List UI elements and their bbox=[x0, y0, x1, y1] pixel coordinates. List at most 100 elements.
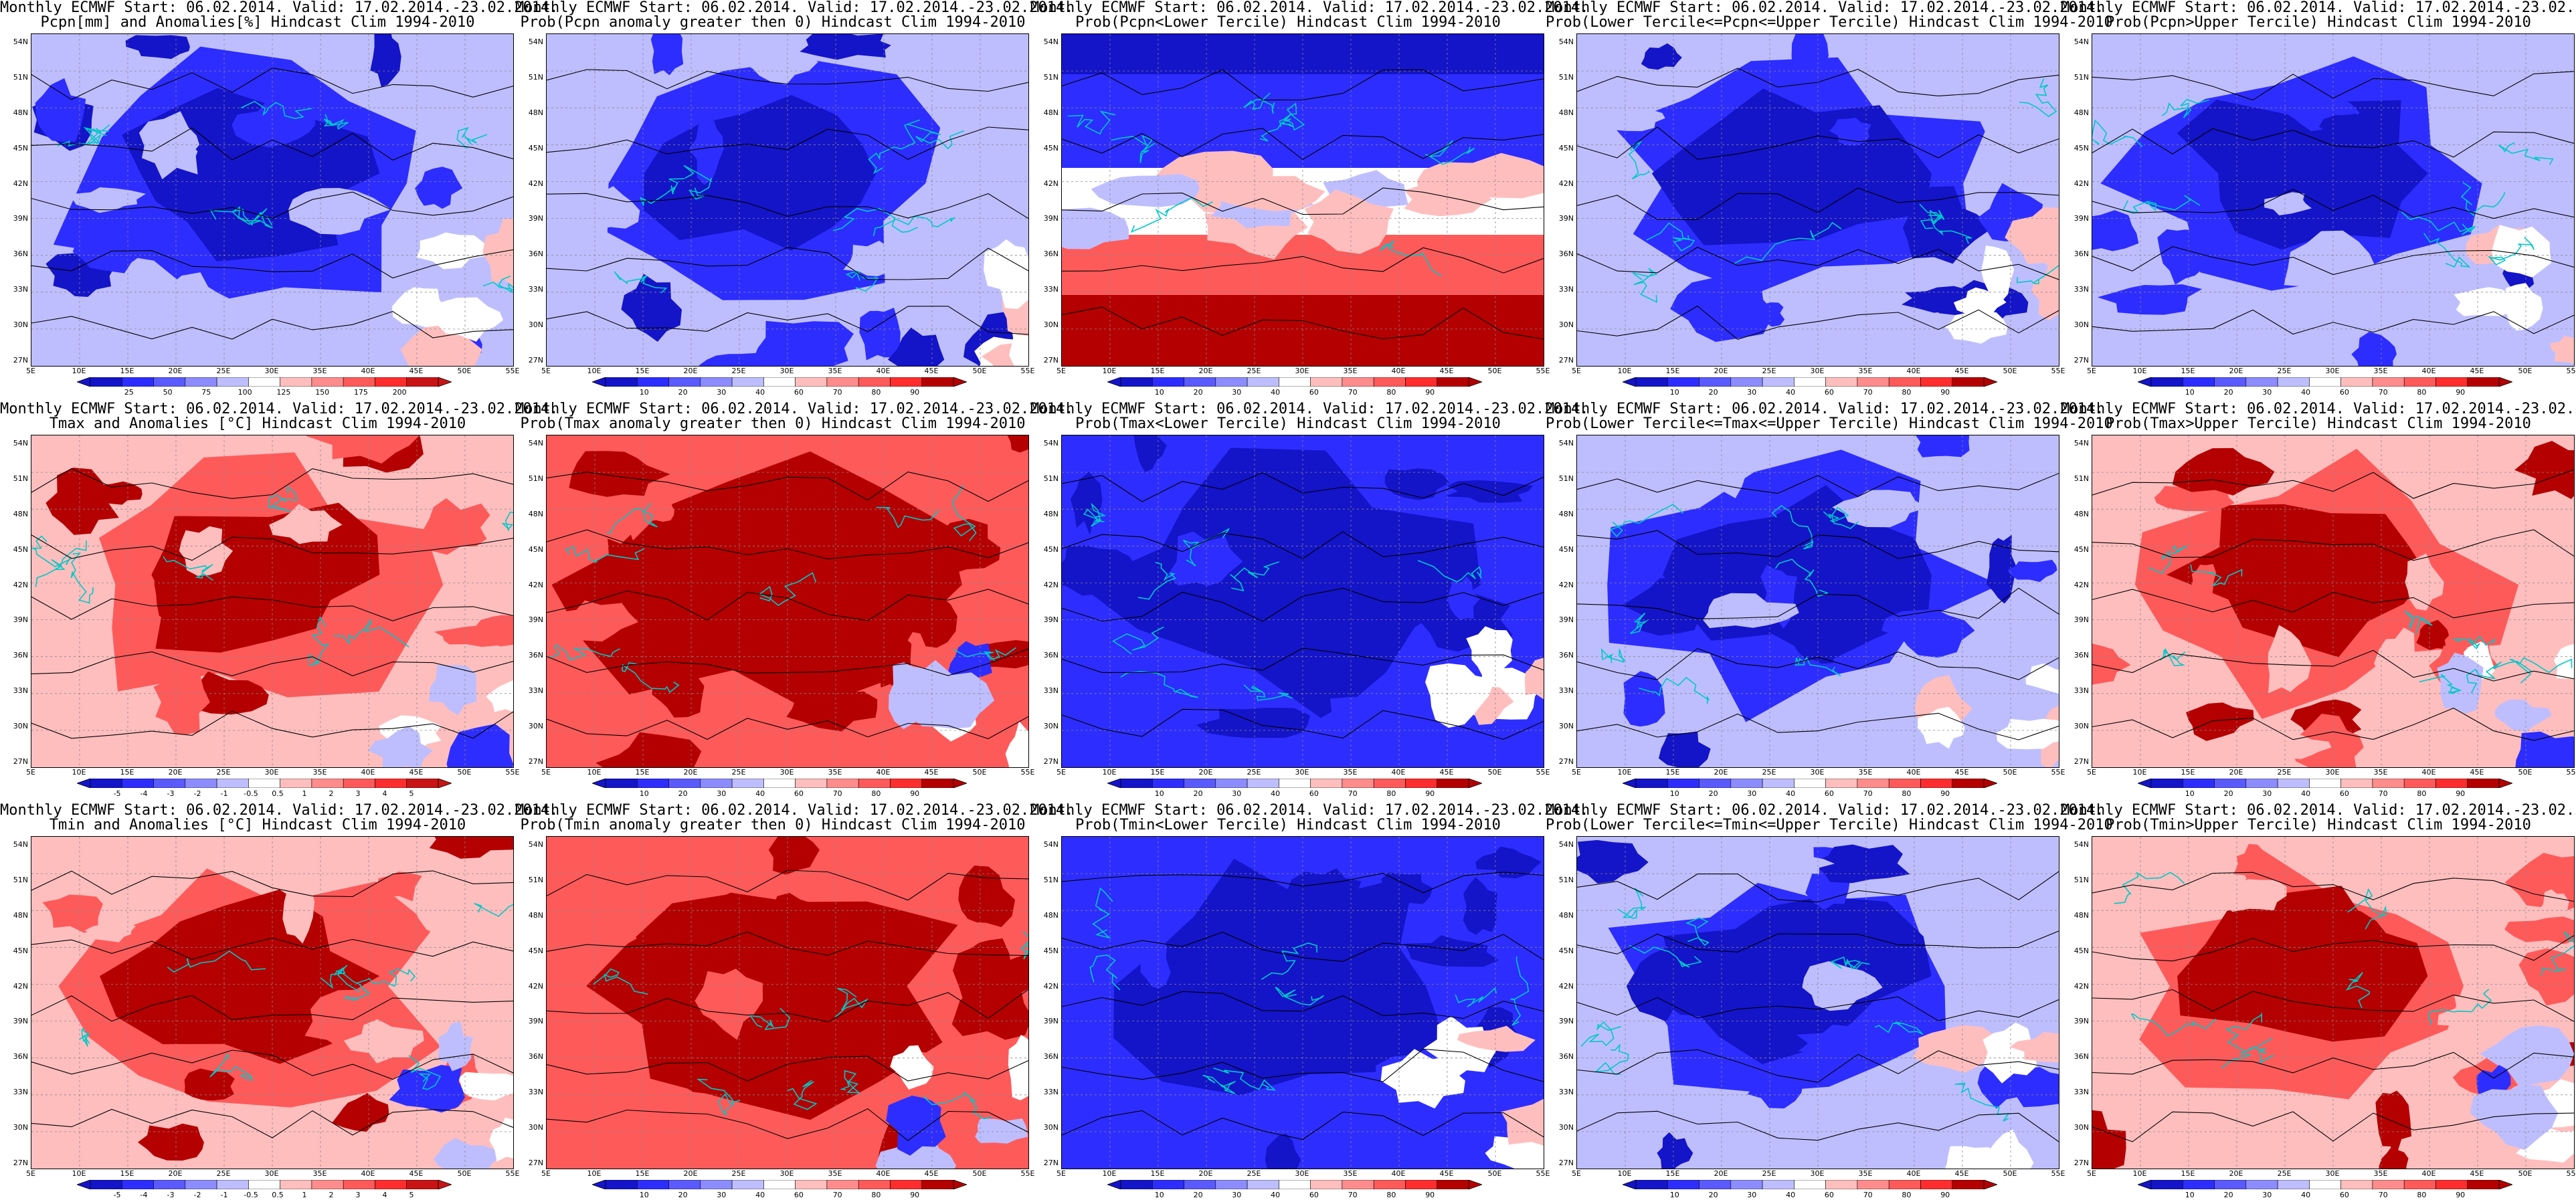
lat-label: 51N bbox=[1558, 875, 1574, 884]
colorbar-tick-label: -4 bbox=[140, 789, 148, 798]
lat-label: 33N bbox=[528, 285, 543, 294]
lat-label: 42N bbox=[1043, 981, 1059, 991]
lon-label: 50E bbox=[972, 367, 987, 375]
lat-label: 51N bbox=[13, 875, 28, 884]
forecast-map bbox=[1576, 836, 2059, 1169]
lon-label: 25E bbox=[1247, 768, 1261, 777]
map-field bbox=[547, 435, 1028, 767]
panel-title-line2: Tmax and Anomalies [°C] Hindcast Clim 19… bbox=[49, 415, 466, 432]
map-panel-pcpn-prob-lower: Monthly ECMWF Start: 06.02.2014. Valid: … bbox=[1030, 0, 1589, 401]
colorbar-tick-label: 10 bbox=[639, 388, 649, 397]
lat-label: 45N bbox=[1558, 946, 1574, 955]
forecast-map bbox=[546, 435, 1029, 768]
lon-label: 50E bbox=[2003, 768, 2017, 777]
colorbar-tick-label: 20 bbox=[678, 789, 688, 798]
lat-label: 42N bbox=[13, 981, 28, 991]
lat-label: 42N bbox=[528, 981, 543, 991]
lat-label: 33N bbox=[1043, 1088, 1059, 1097]
lat-label: 48N bbox=[1043, 108, 1059, 117]
lon-label: 30E bbox=[1295, 367, 1309, 375]
colorbar-tick-label: 5 bbox=[409, 1191, 414, 1199]
map-field bbox=[1577, 34, 2059, 366]
lon-label: 35E bbox=[828, 768, 842, 777]
lon-label: 30E bbox=[1295, 1169, 1309, 1178]
lat-label: 36N bbox=[528, 651, 543, 660]
map-panel-tmax-prob-middle: Monthly ECMWF Start: 06.02.2014. Valid: … bbox=[1546, 401, 2113, 803]
forecast-map bbox=[546, 836, 1029, 1169]
colorbar-tick-label: 60 bbox=[794, 1191, 804, 1199]
panel-title-line1: Monthly ECMWF Start: 06.02.2014. Valid: … bbox=[0, 0, 559, 16]
lat-label: 30N bbox=[528, 722, 543, 731]
colorbar-tick-label: 5 bbox=[409, 789, 414, 798]
panel-title-line2: Prob(Lower Tercile<=Tmax<=Upper Tercile)… bbox=[1546, 415, 2113, 432]
panel-title-line1: Monthly ECMWF Start: 06.02.2014. Valid: … bbox=[515, 802, 1074, 819]
colorbar-tick-label: 30 bbox=[1232, 1191, 1242, 1199]
lon-label: 15E bbox=[2181, 1169, 2195, 1178]
colorbar-tick-label: 125 bbox=[276, 388, 291, 397]
colorbar bbox=[592, 1180, 967, 1189]
lon-label: 30E bbox=[264, 768, 279, 777]
colorbar-tick-label: 25 bbox=[124, 388, 134, 397]
lat-label: 42N bbox=[528, 179, 543, 188]
lon-label: 45E bbox=[2470, 1169, 2484, 1178]
colorbar-tick-label: -1 bbox=[220, 1191, 228, 1199]
lat-label: 36N bbox=[2074, 1052, 2089, 1062]
map-panel-tmin-prob-lower: Monthly ECMWF Start: 06.02.2014. Valid: … bbox=[1030, 803, 1588, 1204]
colorbar-tick-label: 40 bbox=[1786, 1191, 1796, 1199]
lon-label: 55E bbox=[2566, 367, 2576, 375]
colorbar-tick-label: 90 bbox=[1940, 388, 1950, 397]
lat-label: 54N bbox=[13, 37, 28, 46]
lat-label: 48N bbox=[528, 509, 543, 518]
lat-label: 48N bbox=[1558, 108, 1574, 117]
forecast-map bbox=[1061, 435, 1544, 768]
lat-label: 42N bbox=[2074, 580, 2089, 589]
lon-label: 5E bbox=[26, 1169, 35, 1178]
colorbar-tick-label: 40 bbox=[1786, 388, 1796, 397]
lon-label: 35E bbox=[828, 367, 842, 375]
map-field bbox=[31, 837, 513, 1169]
lat-label: 39N bbox=[528, 615, 543, 625]
lat-label: 45N bbox=[13, 143, 28, 153]
lat-label: 39N bbox=[1558, 1017, 1574, 1026]
panel-title-line2: Prob(Tmax<Lower Tercile) Hindcast Clim 1… bbox=[1075, 415, 1501, 432]
lon-label: 25E bbox=[1247, 1169, 1261, 1178]
colorbar-tick-label: 60 bbox=[2339, 789, 2349, 798]
lon-label: 10E bbox=[72, 1169, 86, 1178]
colorbar-tick-label: 60 bbox=[1824, 388, 1834, 397]
lon-label: 40E bbox=[876, 1169, 891, 1178]
lon-label: 20E bbox=[168, 768, 183, 777]
lat-label: 48N bbox=[13, 910, 28, 920]
colorbar-tick-label: 40 bbox=[1786, 789, 1796, 798]
colorbar-tick-label: 30 bbox=[1232, 388, 1242, 397]
lat-label: 27N bbox=[528, 757, 543, 766]
lat-label: 48N bbox=[1558, 509, 1574, 518]
lon-label: 15E bbox=[120, 768, 134, 777]
lon-label: 10E bbox=[1102, 768, 1117, 777]
panel-title-line1: Monthly ECMWF Start: 06.02.2014. Valid: … bbox=[1030, 0, 1589, 16]
panel-title-line2: Pcpn[mm] and Anomalies[%] Hindcast Clim … bbox=[40, 14, 475, 31]
colorbar-tick-label: 90 bbox=[910, 789, 920, 798]
lat-label: 45N bbox=[1558, 143, 1574, 153]
lon-label: 10E bbox=[2132, 768, 2147, 777]
lat-label: 36N bbox=[2074, 249, 2089, 259]
lon-label: 20E bbox=[1714, 367, 1728, 375]
lat-label: 51N bbox=[1558, 474, 1574, 483]
lon-label: 15E bbox=[1150, 1169, 1165, 1178]
lat-label: 27N bbox=[13, 1159, 28, 1167]
lat-label: 48N bbox=[1558, 910, 1574, 920]
colorbar-tick-label: -5 bbox=[113, 1191, 121, 1199]
lon-label: 10E bbox=[1102, 367, 1117, 375]
lat-label: 51N bbox=[13, 72, 28, 82]
lon-label: 30E bbox=[1810, 367, 1825, 375]
lat-label: 30N bbox=[2074, 722, 2089, 731]
forecast-map bbox=[2092, 33, 2575, 367]
colorbar-tick-label: 70 bbox=[1348, 1191, 1358, 1199]
lon-label: 45E bbox=[409, 1169, 424, 1178]
colorbar-tick-label: 70 bbox=[832, 1191, 842, 1199]
lon-label: 20E bbox=[1714, 1169, 1728, 1178]
lon-label: 20E bbox=[1198, 1169, 1213, 1178]
lat-label: 45N bbox=[1558, 544, 1574, 554]
colorbar-tick-label: 10 bbox=[2185, 388, 2195, 397]
lon-label: 20E bbox=[683, 367, 698, 375]
lon-label: 50E bbox=[2518, 367, 2533, 375]
